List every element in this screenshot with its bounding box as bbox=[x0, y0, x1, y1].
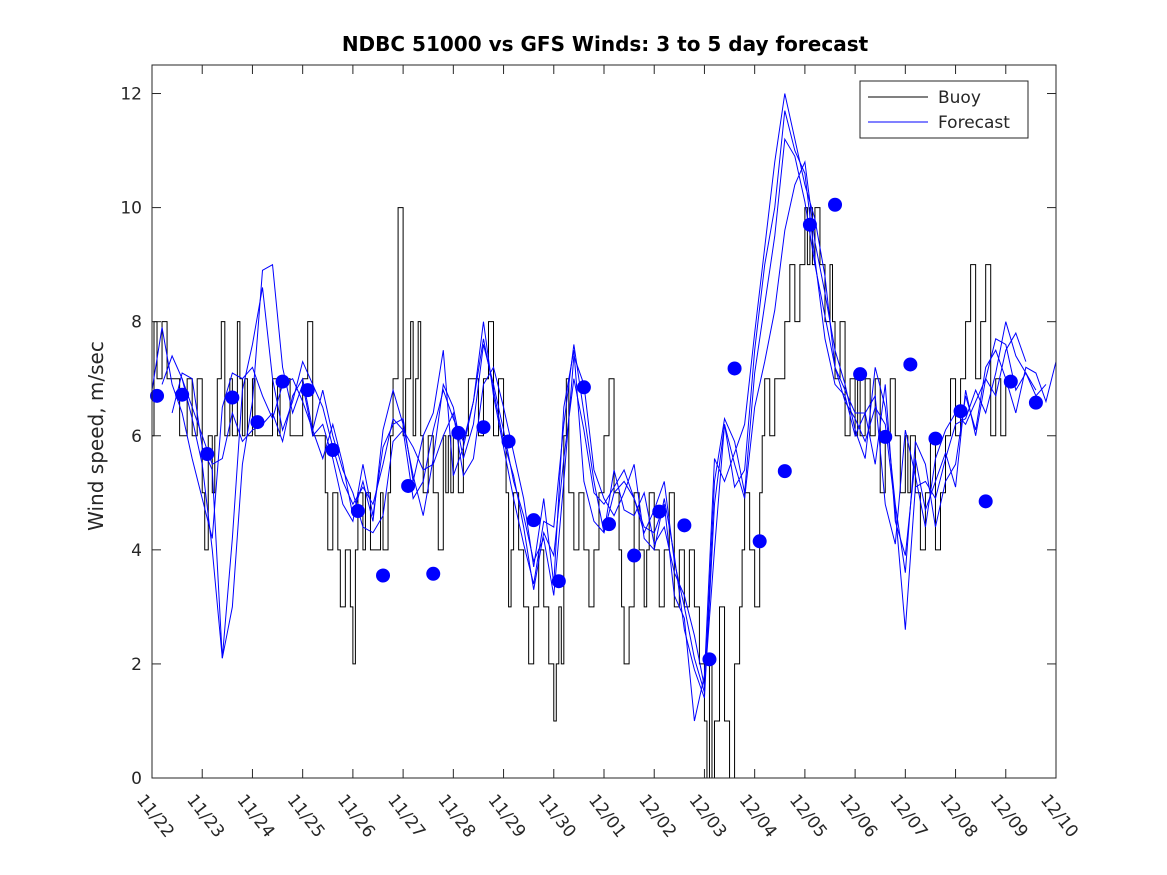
x-tick-label: 11/27 bbox=[383, 791, 429, 842]
x-tick-label: 12/09 bbox=[986, 791, 1032, 842]
y-tick-label: 4 bbox=[131, 541, 142, 561]
x-tick-label: 12/06 bbox=[835, 791, 881, 842]
x-tick-label: 11/30 bbox=[534, 791, 580, 842]
daily-mean-point bbox=[150, 388, 165, 403]
x-axis: 11/22 11/23 11/24 11/25 11/26 11/27 11/28 11/29… bbox=[132, 65, 1082, 842]
daily-mean-point bbox=[250, 415, 265, 430]
x-tick-label: 12/05 bbox=[785, 791, 831, 842]
forecast-line-4 bbox=[181, 110, 1027, 699]
daily-mean-point bbox=[752, 534, 767, 549]
daily-mean-point bbox=[376, 568, 391, 583]
daily-mean-point bbox=[200, 447, 215, 462]
daily-mean-point bbox=[953, 404, 968, 419]
x-tick-label: 12/07 bbox=[885, 791, 931, 842]
chart-title: NDBC 51000 vs GFS Winds: 3 to 5 day fore… bbox=[342, 32, 869, 56]
daily-mean-markers bbox=[150, 197, 1043, 667]
forecast-line-2 bbox=[161, 137, 1047, 693]
legend-forecast-label: Forecast bbox=[938, 113, 1010, 133]
daily-mean-point bbox=[526, 513, 541, 528]
daily-mean-point bbox=[602, 517, 617, 532]
daily-mean-point bbox=[401, 478, 416, 493]
daily-mean-point bbox=[777, 464, 792, 479]
x-tick-label: 11/23 bbox=[182, 791, 228, 842]
y-axis-label: Wind speed, m/sec bbox=[84, 341, 108, 531]
daily-mean-point bbox=[476, 420, 491, 435]
daily-mean-point bbox=[903, 357, 918, 372]
y-tick-label: 10 bbox=[120, 199, 142, 219]
daily-mean-point bbox=[501, 434, 516, 449]
x-tick-label: 12/02 bbox=[634, 791, 680, 842]
y-tick-label: 12 bbox=[120, 85, 142, 105]
y-axis: 0 2 4 6 8 10 12 bbox=[120, 85, 1056, 789]
daily-mean-point bbox=[878, 429, 893, 444]
daily-mean-point bbox=[978, 494, 993, 509]
daily-mean-point bbox=[451, 425, 466, 440]
daily-mean-point bbox=[652, 504, 667, 519]
daily-mean-point bbox=[350, 504, 365, 519]
daily-mean-point bbox=[576, 380, 591, 395]
daily-mean-point bbox=[677, 518, 692, 533]
y-tick-label: 0 bbox=[131, 769, 142, 789]
x-tick-label: 11/25 bbox=[283, 791, 329, 842]
axes-box bbox=[151, 64, 1057, 779]
daily-mean-point bbox=[727, 361, 742, 376]
x-tick-label: 12/01 bbox=[584, 791, 630, 842]
y-tick-label: 2 bbox=[131, 655, 142, 675]
forecast-line-3 bbox=[171, 93, 1037, 722]
x-tick-label: 11/26 bbox=[333, 791, 379, 842]
buoy-line bbox=[152, 207, 1011, 779]
y-tick-label: 8 bbox=[131, 313, 142, 333]
daily-mean-point bbox=[627, 548, 642, 563]
daily-mean-point bbox=[225, 390, 240, 405]
daily-mean-point bbox=[802, 217, 817, 232]
daily-mean-point bbox=[1003, 374, 1018, 389]
daily-mean-point bbox=[853, 367, 868, 382]
daily-mean-point bbox=[551, 574, 566, 589]
x-tick-label: 12/04 bbox=[735, 791, 781, 842]
x-tick-label: 11/22 bbox=[132, 791, 178, 842]
daily-mean-point bbox=[300, 383, 315, 398]
buoy-series bbox=[152, 207, 1011, 779]
y-tick-label: 6 bbox=[131, 427, 142, 447]
daily-mean-point bbox=[928, 431, 943, 446]
daily-mean-point bbox=[175, 387, 190, 402]
legend-box bbox=[859, 80, 1029, 139]
legend-buoy-label: Buoy bbox=[938, 88, 981, 108]
x-tick-label: 12/10 bbox=[1036, 791, 1082, 842]
legend: Buoy Forecast bbox=[859, 80, 1029, 139]
daily-mean-point bbox=[702, 652, 717, 667]
x-tick-label: 11/28 bbox=[433, 791, 479, 842]
daily-mean-point bbox=[1028, 395, 1043, 410]
daily-mean-point bbox=[275, 374, 290, 389]
daily-mean-point bbox=[828, 197, 843, 212]
x-tick-label: 12/08 bbox=[936, 791, 982, 842]
forecast-line-1 bbox=[151, 160, 1057, 687]
forecast-series-group bbox=[151, 93, 1057, 722]
x-tick-label: 12/03 bbox=[685, 791, 731, 842]
daily-mean-point bbox=[426, 566, 441, 581]
daily-mean-point bbox=[325, 443, 340, 458]
x-tick-label: 11/24 bbox=[233, 791, 279, 842]
plot-area bbox=[150, 93, 1057, 779]
x-tick-label: 11/29 bbox=[484, 791, 530, 842]
